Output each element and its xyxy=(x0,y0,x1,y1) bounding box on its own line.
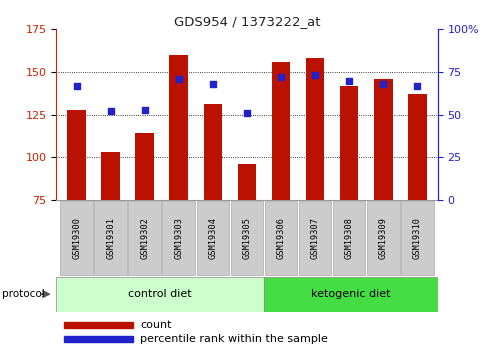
Point xyxy=(345,78,352,83)
FancyBboxPatch shape xyxy=(56,277,264,312)
FancyBboxPatch shape xyxy=(264,201,297,275)
Text: GSM19306: GSM19306 xyxy=(276,217,285,259)
FancyBboxPatch shape xyxy=(94,201,127,275)
Bar xyxy=(64,322,132,328)
Text: GSM19300: GSM19300 xyxy=(72,217,81,259)
Point xyxy=(243,110,250,116)
Point xyxy=(175,76,183,82)
Bar xyxy=(169,55,188,200)
FancyBboxPatch shape xyxy=(400,201,433,275)
FancyBboxPatch shape xyxy=(264,277,437,312)
FancyBboxPatch shape xyxy=(162,201,195,275)
Bar xyxy=(135,134,154,200)
Point xyxy=(379,81,386,87)
Bar xyxy=(373,79,392,200)
Text: GSM19308: GSM19308 xyxy=(344,217,353,259)
Bar xyxy=(305,58,324,200)
Bar xyxy=(339,86,358,200)
Text: control diet: control diet xyxy=(128,289,191,299)
FancyBboxPatch shape xyxy=(128,201,161,275)
Bar xyxy=(101,152,120,200)
FancyBboxPatch shape xyxy=(298,201,331,275)
Text: GSM19302: GSM19302 xyxy=(140,217,149,259)
Bar xyxy=(64,336,132,342)
FancyBboxPatch shape xyxy=(196,201,229,275)
FancyBboxPatch shape xyxy=(230,201,263,275)
Text: count: count xyxy=(140,321,171,330)
Text: GSM19309: GSM19309 xyxy=(378,217,387,259)
Text: ketogenic diet: ketogenic diet xyxy=(310,289,390,299)
Point xyxy=(141,107,148,112)
Bar xyxy=(67,110,86,200)
Point xyxy=(277,75,285,80)
Bar xyxy=(407,94,426,200)
Text: GSM19307: GSM19307 xyxy=(310,217,319,259)
Point xyxy=(208,81,216,87)
Point xyxy=(73,83,81,88)
Text: GSM19305: GSM19305 xyxy=(242,217,251,259)
FancyBboxPatch shape xyxy=(332,201,365,275)
Text: GSM19310: GSM19310 xyxy=(412,217,421,259)
Text: percentile rank within the sample: percentile rank within the sample xyxy=(140,334,327,344)
FancyBboxPatch shape xyxy=(366,201,399,275)
Point xyxy=(310,73,318,78)
Point xyxy=(412,83,420,88)
Title: GDS954 / 1373222_at: GDS954 / 1373222_at xyxy=(173,15,320,28)
Text: GSM19304: GSM19304 xyxy=(208,217,217,259)
Text: GSM19303: GSM19303 xyxy=(174,217,183,259)
Bar xyxy=(271,62,290,200)
FancyBboxPatch shape xyxy=(60,201,93,275)
Text: GSM19301: GSM19301 xyxy=(106,217,115,259)
Text: protocol: protocol xyxy=(2,289,45,299)
Bar xyxy=(237,164,256,200)
Bar xyxy=(203,105,222,200)
Point xyxy=(106,109,114,114)
